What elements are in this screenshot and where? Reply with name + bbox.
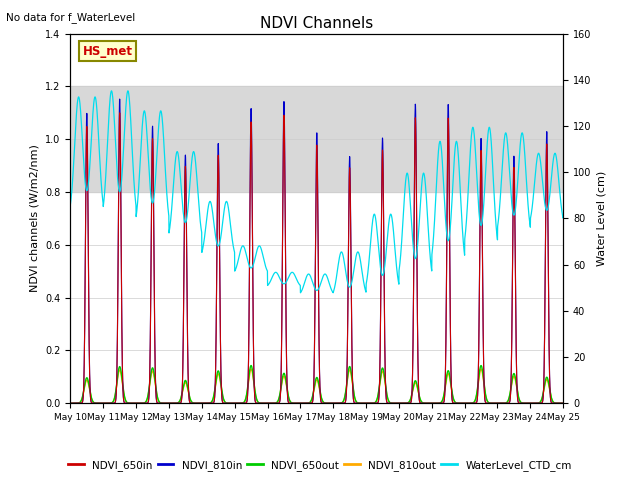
Y-axis label: NDVI channels (W/m2/nm): NDVI channels (W/m2/nm)	[29, 144, 40, 292]
Legend: NDVI_650in, NDVI_810in, NDVI_650out, NDVI_810out, WaterLevel_CTD_cm: NDVI_650in, NDVI_810in, NDVI_650out, NDV…	[64, 456, 576, 475]
Y-axis label: Water Level (cm): Water Level (cm)	[597, 171, 607, 266]
Text: HS_met: HS_met	[83, 45, 132, 58]
Bar	[70, 86, 563, 192]
Title: NDVI Channels: NDVI Channels	[260, 16, 373, 31]
Text: No data for f_WaterLevel: No data for f_WaterLevel	[6, 12, 136, 23]
